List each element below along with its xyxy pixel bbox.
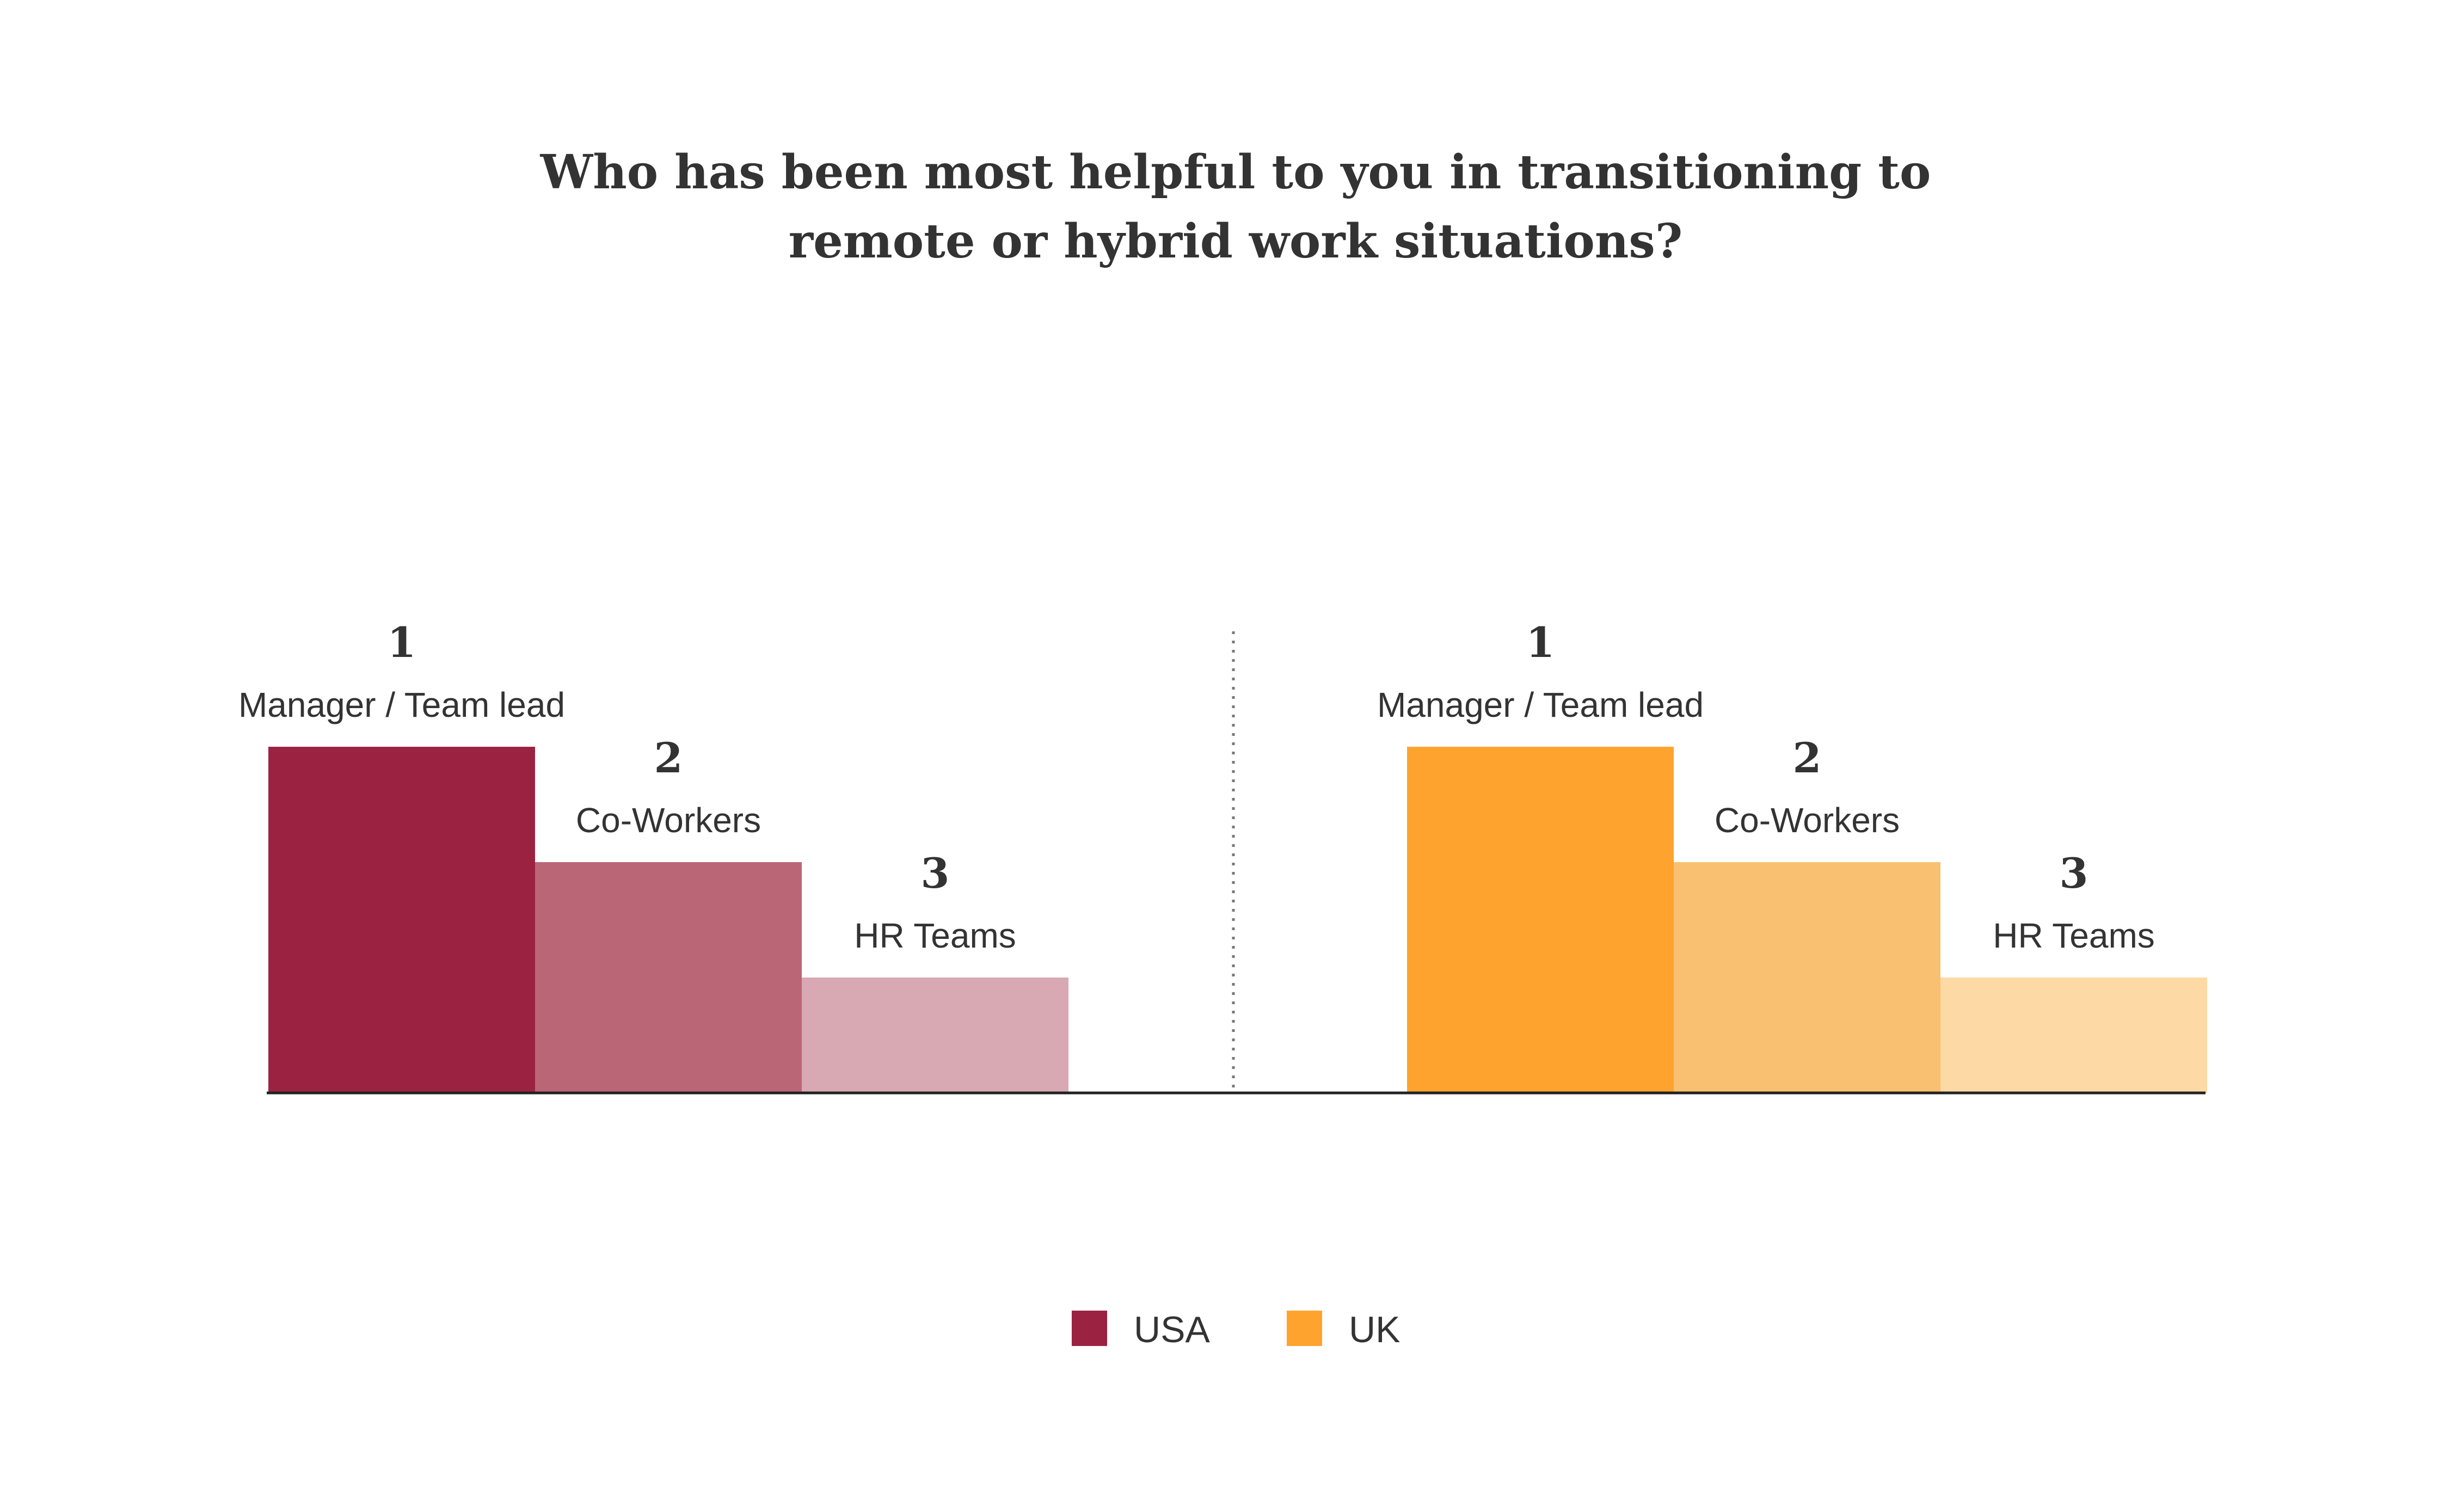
- uk-bar-2: [1674, 862, 1940, 1093]
- usa-category-label-3: HR Teams: [854, 916, 1016, 955]
- legend-swatch-usa: [1072, 1311, 1107, 1346]
- uk-rank-label-3: 3: [2060, 849, 2089, 898]
- chart-title-line-2: remote or hybrid work situations?: [789, 214, 1682, 269]
- uk-category-label-1: Manager / Team lead: [1377, 685, 1704, 724]
- uk-rank-label-1: 1: [1526, 618, 1555, 667]
- uk-category-label-2: Co-Workers: [1715, 801, 1900, 840]
- chart-title-line-1: Who has been most helpful to you in tran…: [540, 145, 1931, 200]
- uk-bar-3: [1940, 978, 2207, 1093]
- usa-bar-2: [535, 862, 802, 1093]
- usa-category-label-1: Manager / Team lead: [238, 685, 565, 724]
- usa-rank-label-3: 3: [921, 849, 950, 898]
- usa-bar-3: [802, 978, 1068, 1093]
- usa-category-label-2: Co-Workers: [576, 801, 761, 840]
- usa-rank-label-1: 1: [388, 618, 416, 667]
- usa-panel: Manager / Team lead 1 Co-Workers 2 HR Teams 3: [238, 618, 1068, 1093]
- usa-rank-label-2: 2: [654, 734, 683, 782]
- legend-label-uk: UK: [1349, 1309, 1400, 1350]
- uk-panel: Manager / Team lead 1 Co-Workers 2 HR Teams 3: [1377, 618, 2207, 1093]
- legend: USA UK: [1072, 1309, 1400, 1350]
- legend-swatch-uk: [1287, 1311, 1322, 1346]
- usa-bar-1: [268, 747, 535, 1093]
- uk-category-label-3: HR Teams: [1993, 916, 2155, 955]
- legend-label-usa: USA: [1134, 1309, 1210, 1350]
- uk-rank-label-2: 2: [1793, 734, 1822, 782]
- uk-bar-1: [1407, 747, 1674, 1093]
